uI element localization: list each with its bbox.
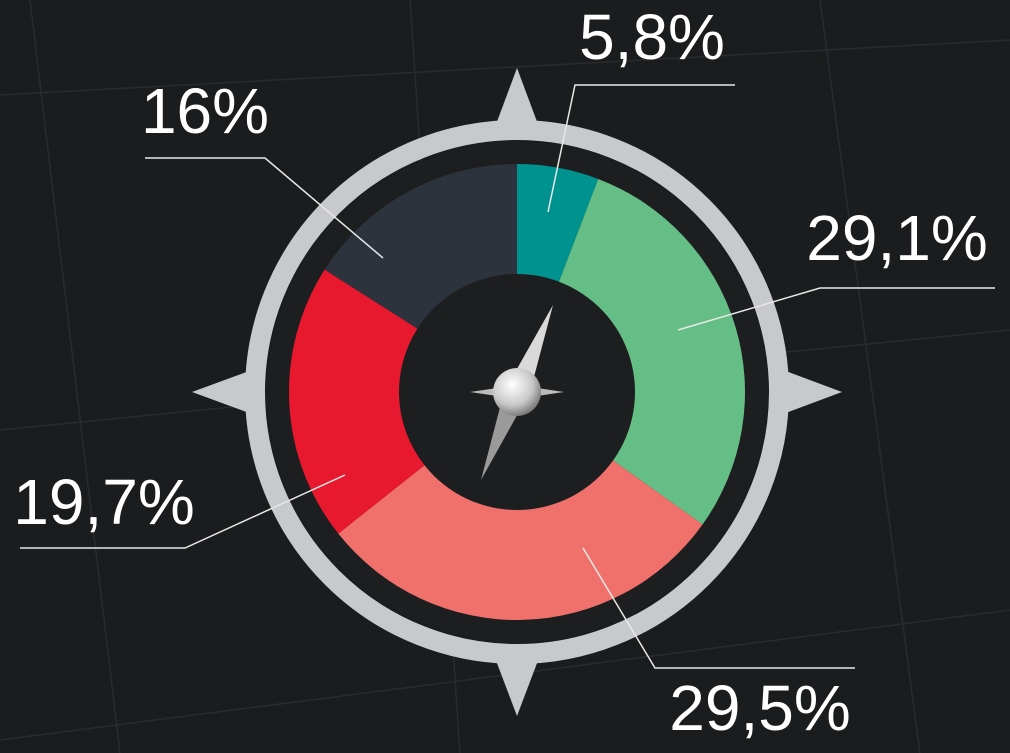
chart: 5,8% 29,1% 29,5% 19,7% 16% bbox=[0, 0, 1010, 753]
value-label: 19,7% bbox=[13, 466, 194, 538]
value-label: 29,5% bbox=[669, 672, 850, 744]
value-label: 5,8% bbox=[579, 1, 725, 73]
value-label: 29,1% bbox=[806, 202, 987, 274]
value-label: 16% bbox=[141, 75, 269, 147]
